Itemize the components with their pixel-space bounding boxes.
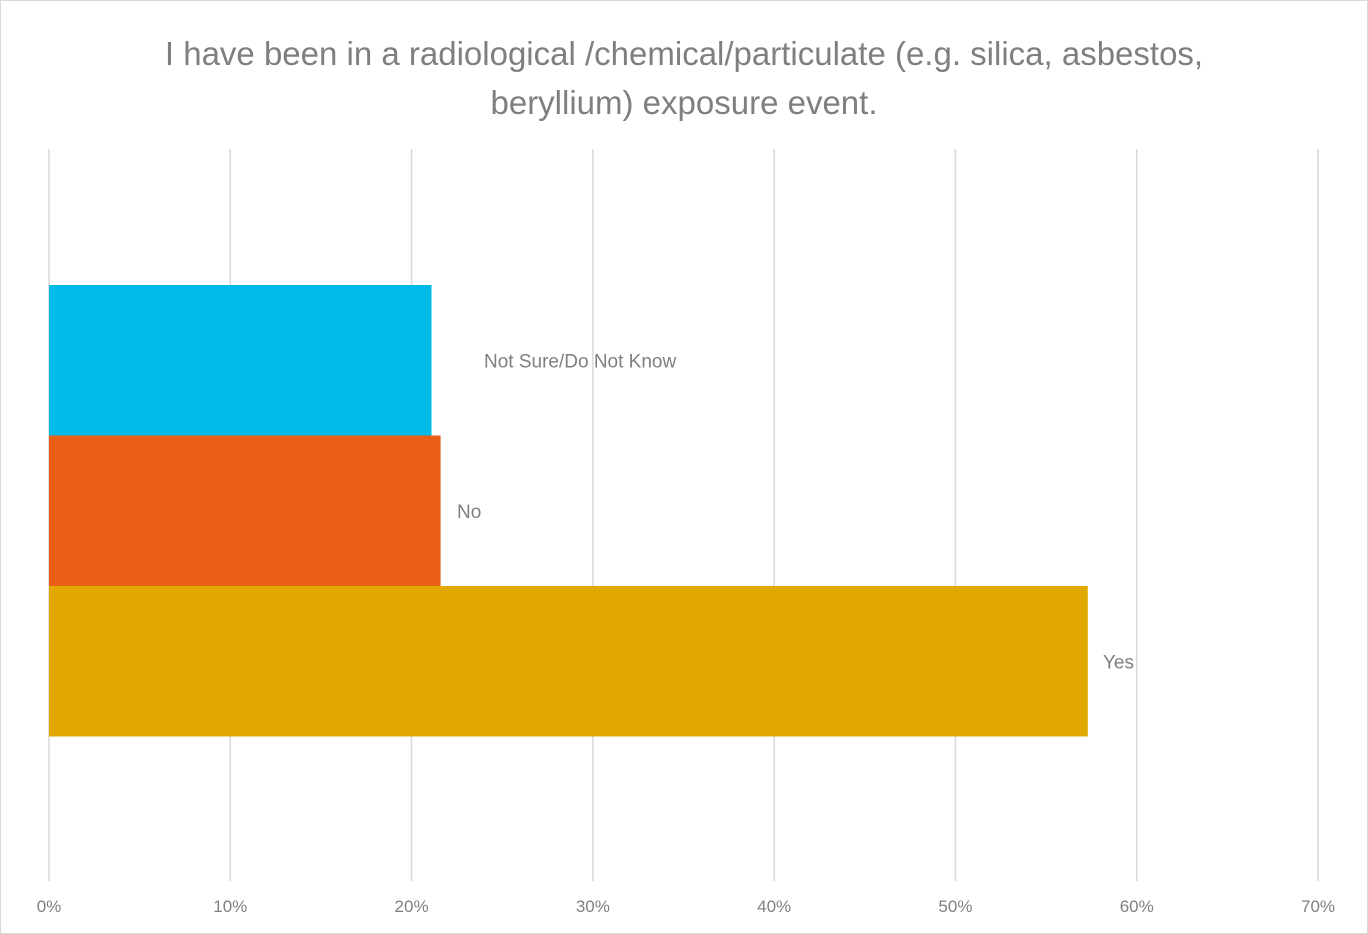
x-tick-label: 0% (37, 897, 62, 916)
bar-no (49, 435, 441, 586)
data-labels: Yes No Not Sure/Do Not Know (457, 351, 1134, 673)
x-tick-label: 30% (576, 897, 610, 916)
x-tick-label: 70% (1301, 897, 1335, 916)
bar-label: No (457, 502, 481, 523)
bar-yes (49, 586, 1088, 737)
x-tick-label: 20% (395, 897, 429, 916)
bars (49, 285, 1088, 737)
x-axis-ticks: 0% 10% 20% 30% 40% 50% 60% 70% (37, 897, 1335, 916)
chart-title: I have been in a radiological /chemical/… (164, 35, 1204, 121)
x-tick-label: 10% (213, 897, 247, 916)
bar-not-sure-do-not-know (49, 285, 432, 436)
x-tick-label: 40% (757, 897, 791, 916)
bar-label: Not Sure/Do Not Know (484, 351, 676, 372)
x-tick-label: 50% (938, 897, 972, 916)
bar-label: Yes (1103, 652, 1134, 673)
x-tick-label: 60% (1120, 897, 1154, 916)
